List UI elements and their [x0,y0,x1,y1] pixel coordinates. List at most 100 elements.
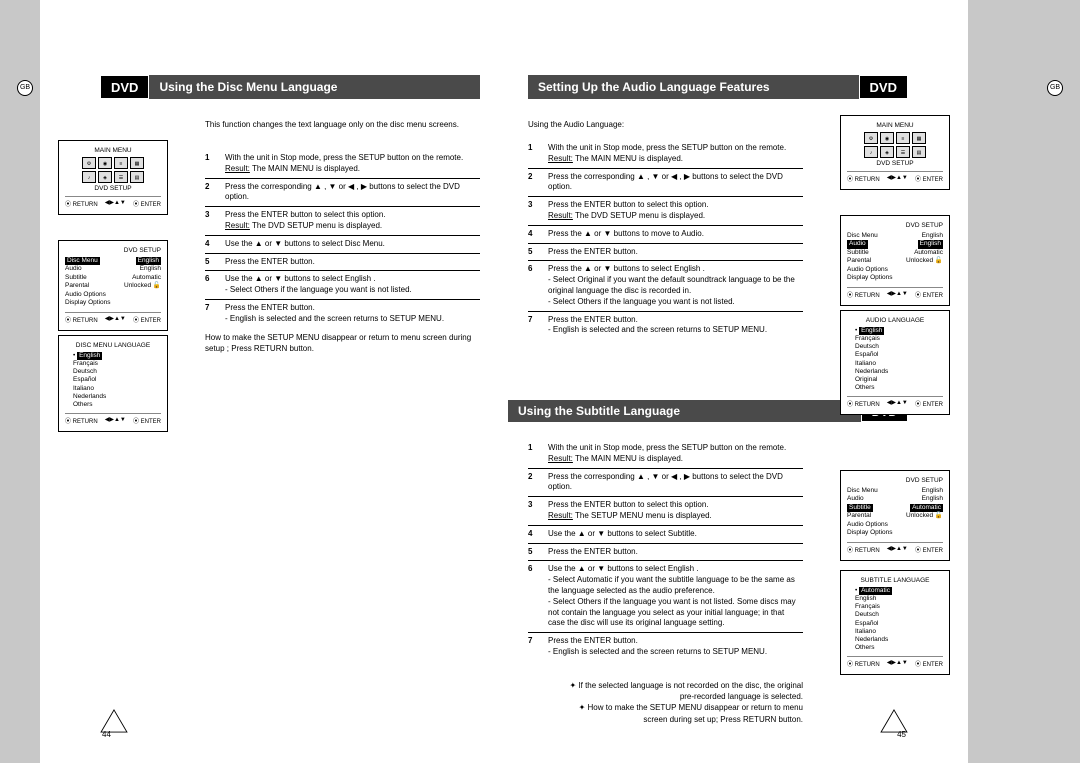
osd-lang-item: Deutsch [855,343,943,351]
steps-left: 1With the unit in Stop mode, press the S… [205,150,480,328]
osd-lang-item: Others [855,384,943,392]
step-row: 6Use the ▲ or ▼ buttons to select Englis… [528,561,803,633]
osd-lang-item: Español [855,620,943,628]
step-number: 2 [205,182,225,204]
osd-title: DISC MENU LANGUAGE [65,342,161,349]
step-row: 7Press the ENTER button.- English is sel… [528,633,803,661]
osd-lang-item: Italiano [855,360,943,368]
step-row: 5Press the ENTER button. [205,254,480,272]
step-row: 2Press the corresponding ▲ , ▼ or ◀ , ▶ … [528,469,803,498]
osd-lang-item: Deutsch [855,611,943,619]
osd-return: ⦿ RETURN [65,199,98,208]
intro-left: This function changes the text language … [205,120,480,131]
step-number: 6 [205,274,225,296]
menu-icon: ♪ [864,146,878,158]
header-title-left: Using the Disc Menu Language [149,75,480,99]
osd-return: ⦿ RETURN [847,545,880,554]
step-number: 2 [528,172,548,194]
menu-icon: ≡ [896,132,910,144]
osd-setup-row: Disc MenuEnglish [65,257,161,265]
osd-lang-item: English [855,595,943,603]
step-row: 6Use the ▲ or ▼ buttons to select Englis… [205,271,480,300]
step-row: 4Use the ▲ or ▼ buttons to select Subtit… [528,526,803,544]
osd-title: MAIN MENU [65,147,161,154]
step-row: 2Press the corresponding ▲ , ▼ or ◀ , ▶ … [205,179,480,208]
menu-icon: ☰ [896,146,910,158]
osd-lang-item: Español [73,376,161,384]
osd-lang-item: Deutsch [73,368,161,376]
menu-icon: ▤ [130,171,144,183]
osd-lang-item: Français [73,360,161,368]
step-text: Use the ▲ or ▼ buttons to select English… [548,564,803,629]
steps-audio: 1With the unit in Stop mode, press the S… [528,140,803,339]
step-row: 3Press the ENTER button to select this o… [528,497,803,526]
osd-setup-row: ParentalUnlocked 🔓 [847,257,943,265]
osd-main-menu-right: MAIN MENU ⚙◉≡▦ ♪◈☰▤ DVD SETUP ⦿ RETURN◀▶… [840,115,950,190]
osd-lang-item: Français [855,335,943,343]
note-left: How to make the SETUP MENU disappear or … [205,332,480,354]
step-row: 1With the unit in Stop mode, press the S… [528,440,803,469]
dvd-badge: DVD [100,75,149,99]
osd-setup-label: DVD SETUP [847,160,943,167]
osd-title: SUBTITLE LANGUAGE [847,577,943,584]
step-text: Press the ▲ or ▼ buttons to move to Audi… [548,229,803,240]
osd-nav: ◀▶▲▼ [887,545,908,554]
step-row: 5Press the ENTER button. [528,244,803,262]
step-text: With the unit in Stop mode, press the SE… [548,443,803,465]
osd-return: ⦿ RETURN [847,290,880,299]
step-number: 4 [528,529,548,540]
osd-setup-row: Audio Options [847,266,943,274]
step-number: 3 [528,200,548,222]
osd-nav: ◀▶▲▼ [887,290,908,299]
step-number: 1 [528,143,548,165]
osd-setup-row: Audio Options [65,291,161,299]
step-text: Press the ENTER button.- English is sele… [548,636,803,658]
osd-lang-item: Italiano [73,385,161,393]
step-text: Press the ENTER button to select this op… [548,200,803,222]
step-text: Press the ENTER button to select this op… [548,500,803,522]
step-text: Press the ENTER button.- English is sele… [225,303,480,325]
step-row: 4Press the ▲ or ▼ buttons to move to Aud… [528,226,803,244]
osd-nav: ◀▶▲▼ [105,416,126,425]
step-number: 2 [528,472,548,494]
step-number: 4 [205,239,225,250]
osd-title: AUDIO LANGUAGE [847,317,943,324]
step-number: 6 [528,264,548,307]
step-row: 1With the unit in Stop mode, press the S… [205,150,480,179]
osd-nav: ◀▶▲▼ [105,315,126,324]
step-row: 6Press the ▲ or ▼ buttons to select Engl… [528,261,803,311]
header-bar-right: Setting Up the Audio Language Features D… [528,75,908,99]
osd-setup-row: Display Options [847,529,943,537]
step-number: 5 [528,247,548,258]
osd-enter: ⦿ ENTER [915,290,943,299]
step-text: Press the ▲ or ▼ buttons to select Engli… [548,264,803,307]
step-number: 3 [205,210,225,232]
step-number: 7 [205,303,225,325]
osd-lang-item: • English [73,352,161,360]
osd-lang-item: • Automatic [855,587,943,595]
osd-return: ⦿ RETURN [65,315,98,324]
osd-lang-item: Nederlands [855,368,943,376]
osd-setup-row: Disc MenuEnglish [847,232,943,240]
osd-setup-row: ParentalUnlocked 🔓 [847,512,943,520]
osd-disc-menu-lang: DISC MENU LANGUAGE • English Français De… [58,335,168,432]
osd-enter: ⦿ ENTER [915,659,943,668]
step-number: 1 [528,443,548,465]
step-number: 5 [528,547,548,558]
osd-main-menu-left: MAIN MENU ⚙◉≡▦ ♪◈☰▤ DVD SETUP ⦿ RETURN◀▶… [58,140,168,215]
note-line: ✦ If the selected language is not record… [558,680,803,702]
osd-enter: ⦿ ENTER [915,399,943,408]
osd-setup-row: Display Options [65,299,161,307]
step-text: With the unit in Stop mode, press the SE… [548,143,803,165]
page-left: DVD Using the Disc Menu Language MAIN ME… [40,0,500,763]
menu-icon: ◈ [880,146,894,158]
page-num-right: 45 [897,730,906,739]
osd-lang-item: Français [855,603,943,611]
step-number: 4 [528,229,548,240]
osd-return: ⦿ RETURN [847,399,880,408]
step-number: 7 [528,636,548,658]
step-number: 3 [528,500,548,522]
step-text: Press the corresponding ▲ , ▼ or ◀ , ▶ b… [548,472,803,494]
step-row: 7Press the ENTER button.- English is sel… [528,312,803,340]
osd-return: ⦿ RETURN [847,659,880,668]
